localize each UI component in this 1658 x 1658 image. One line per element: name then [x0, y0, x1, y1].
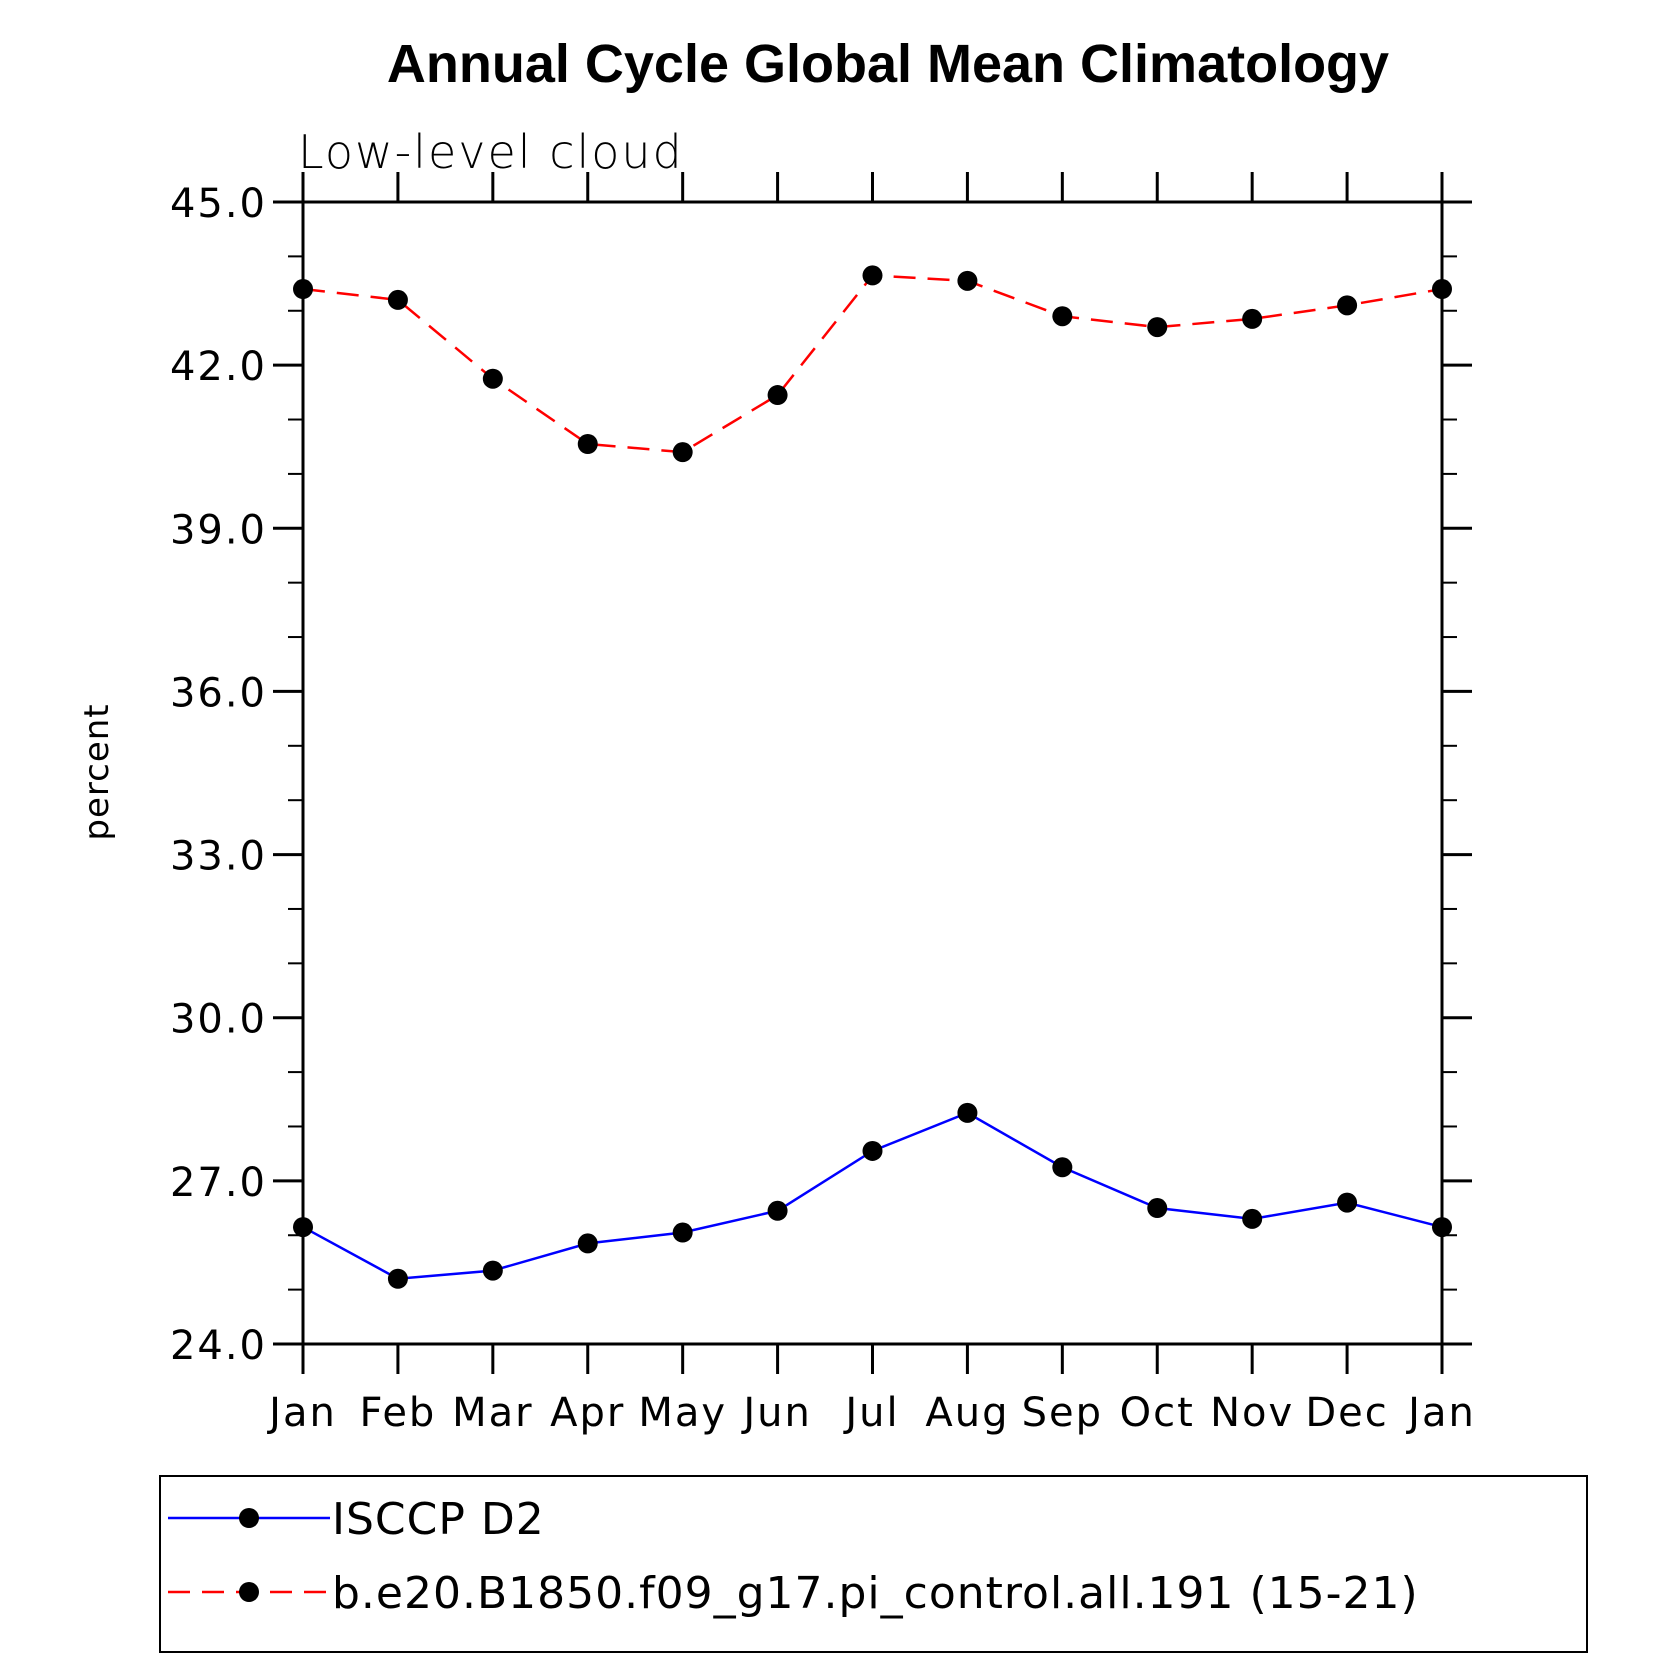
data-point-series-0 [1337, 1192, 1358, 1213]
x-tick-label: Sep [1022, 1390, 1103, 1436]
x-tick-label: May [638, 1390, 727, 1436]
data-point-series-1 [1242, 308, 1263, 329]
legend-box [159, 1475, 1588, 1653]
y-tick-label: 30.0 [170, 997, 267, 1043]
x-tick-label: Jun [740, 1390, 812, 1436]
data-point-series-0 [1147, 1198, 1168, 1219]
data-point-series-1 [387, 289, 408, 310]
data-point-series-1 [1432, 279, 1452, 300]
series-line-1 [302, 274, 1443, 454]
data-point-series-0 [957, 1102, 978, 1123]
x-tick-label: Oct [1120, 1390, 1195, 1436]
y-tick-label: 36.0 [170, 670, 267, 716]
y-tick-label: 45.0 [170, 181, 267, 227]
x-tick-label: Apr [550, 1390, 625, 1436]
axis-ticks [273, 172, 1472, 1374]
x-tick-label: Feb [360, 1390, 437, 1436]
data-point-series-0 [293, 1217, 313, 1238]
data-point-series-0 [1242, 1208, 1263, 1229]
series-layer [293, 265, 1452, 1289]
x-tick-label: Jul [842, 1390, 899, 1436]
legend-marker-series-1 [239, 1582, 259, 1602]
x-tick-label: Jan [266, 1390, 337, 1436]
data-point-series-1 [957, 270, 978, 291]
chart-title: Annual Cycle Global Mean Climatology [387, 34, 1389, 94]
chart-subtitle: Low-level cloud [298, 125, 684, 179]
x-tick-label: Aug [925, 1390, 1009, 1436]
data-point-series-1 [293, 279, 313, 300]
data-point-series-1 [482, 368, 503, 389]
y-tick-labels: 24.0 27.0 30.0 33.0 36.0 39.0 42.0 45.0 [170, 181, 267, 1369]
y-axis-label: percent [77, 703, 117, 840]
x-tick-label: Jan [1405, 1390, 1476, 1436]
y-tick-label: 24.0 [170, 1323, 267, 1369]
y-tick-label: 42.0 [170, 344, 267, 390]
data-point-series-1 [862, 265, 883, 286]
data-point-series-0 [482, 1260, 503, 1281]
data-point-series-1 [577, 433, 598, 454]
data-point-series-1 [1337, 295, 1358, 316]
legend-label-series-0: ISCCP D2 [332, 1494, 545, 1545]
x-tick-labels: Jan Feb Mar Apr May Jun Jul Aug Sep Oct Nov Dec Jan [266, 1390, 1476, 1436]
y-tick-label: 33.0 [170, 834, 267, 880]
data-point-series-0 [387, 1268, 408, 1289]
data-point-series-1 [767, 385, 788, 406]
x-tick-label: Mar [452, 1390, 533, 1436]
data-point-series-0 [862, 1140, 883, 1161]
data-point-series-1 [1147, 317, 1168, 338]
x-tick-label: Nov [1210, 1390, 1294, 1436]
y-tick-label: 39.0 [170, 507, 267, 553]
y-tick-label: 27.0 [170, 1160, 267, 1206]
x-tick-label: Dec [1305, 1390, 1388, 1436]
data-point-series-0 [1052, 1157, 1073, 1178]
data-point-series-1 [672, 442, 693, 463]
data-point-series-0 [672, 1222, 693, 1243]
data-point-series-0 [577, 1233, 598, 1254]
legend-label-series-1: b.e20.B1850.f09_g17.pi_control.all.191 (… [332, 1568, 1419, 1619]
data-point-series-0 [1432, 1217, 1452, 1238]
data-point-series-1 [1052, 306, 1073, 327]
legend-marker-series-0 [239, 1508, 259, 1528]
plot-frame [301, 200, 1444, 1346]
data-point-series-0 [767, 1200, 788, 1221]
legend: ISCCP D2 b.e20.B1850.f09_g17.pi_control.… [159, 1475, 1588, 1653]
series-line-0 [302, 1111, 1443, 1281]
